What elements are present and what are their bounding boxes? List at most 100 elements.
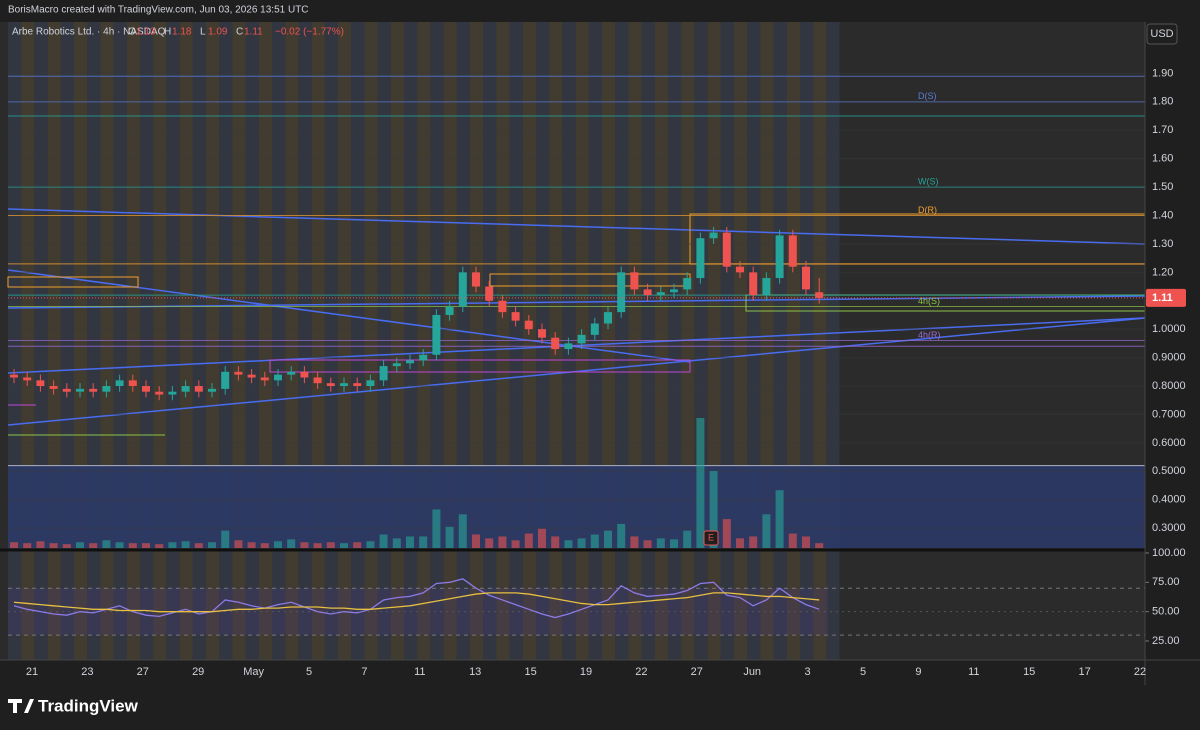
volume-bar <box>181 541 190 548</box>
earnings-marker: E <box>708 532 714 542</box>
volume-bar <box>419 536 428 548</box>
candle-body <box>300 371 309 378</box>
candle-body <box>274 374 282 381</box>
volume-bar <box>472 534 480 548</box>
volume-bar <box>300 542 309 548</box>
candle-body <box>23 377 32 381</box>
currency[interactable]: USD <box>1150 28 1173 40</box>
x-tick-label: 9 <box>915 666 921 678</box>
candle-body <box>340 383 348 387</box>
zone-box <box>269 359 691 373</box>
volume-bar <box>749 536 758 548</box>
candle-body <box>524 320 533 330</box>
volume-bar <box>168 542 177 548</box>
volume-bar <box>775 490 784 548</box>
y-tick-label: 1.0000 <box>1152 323 1186 335</box>
candle-body <box>49 386 58 389</box>
candle-body <box>551 337 560 350</box>
y-tick-label: 0.6000 <box>1152 437 1186 449</box>
candle-body <box>630 272 639 290</box>
candle-body <box>604 312 612 324</box>
ohlc-value: 1.11 <box>244 27 263 38</box>
candle-body <box>788 235 797 267</box>
candle-body <box>815 292 824 298</box>
volume-bar <box>722 519 731 548</box>
volume-bar <box>287 539 296 548</box>
y-tick-label: 1.40 <box>1152 209 1173 221</box>
volume-bar <box>696 418 705 548</box>
candle-body <box>709 232 718 239</box>
candle-body <box>406 360 414 364</box>
candle-body <box>670 289 678 293</box>
volume-bar <box>247 542 256 548</box>
x-tick-label: 11 <box>414 666 425 678</box>
candle-body <box>313 377 322 384</box>
volume-bar <box>379 534 388 548</box>
y-tick-label: 1.70 <box>1152 124 1173 136</box>
candle-body <box>564 343 573 350</box>
y-tick-label: 0.4000 <box>1152 494 1186 506</box>
y-tick-label: 0.8000 <box>1152 380 1186 392</box>
header: BorisMacro created with TradingView.com,… <box>8 5 309 16</box>
volume-bar <box>392 538 401 548</box>
volume-bar <box>62 544 71 548</box>
volume-bar <box>538 528 546 548</box>
last-price-badge <box>1146 288 1186 307</box>
x-tick-label: 13 <box>469 666 481 678</box>
volume-bar <box>128 543 137 548</box>
volume-bar <box>366 541 375 548</box>
x-tick-label: 27 <box>691 666 703 678</box>
x-tick-label: 5 <box>860 666 866 678</box>
candle-body <box>696 238 705 279</box>
level-label: D(R) <box>918 205 937 215</box>
volume-bar <box>524 533 533 548</box>
x-tick-label: 15 <box>524 666 536 678</box>
volume-bar <box>36 541 45 548</box>
level-label: 4h(S) <box>918 296 940 306</box>
x-tick-label: May <box>243 666 264 678</box>
volume-bar <box>485 538 494 548</box>
y-tick-label: 1.80 <box>1152 96 1173 108</box>
symbol: Arbe Robotics Ltd. · 4h · NASDAQ <box>12 27 166 38</box>
candle-body <box>432 314 441 355</box>
candle-body <box>379 366 388 381</box>
y-tick-label: 0.9000 <box>1152 352 1186 364</box>
ohlc-key: C <box>236 27 243 38</box>
candle-body <box>511 312 520 321</box>
candle-body <box>590 323 599 335</box>
candle-body <box>234 371 243 375</box>
x-tick-label: 7 <box>361 666 367 678</box>
volume-bar <box>498 536 507 548</box>
candle-body <box>36 380 45 387</box>
x-tick-label: 11 <box>968 666 979 678</box>
y-tick-label: 1.20 <box>1152 266 1173 278</box>
volume-bar <box>656 538 665 548</box>
volume-bar <box>115 542 124 548</box>
candle-body <box>208 388 216 392</box>
candle-body <box>577 334 586 344</box>
candle-body <box>76 388 84 392</box>
x-tick-label: 19 <box>580 666 592 678</box>
y-tick-label: 1.60 <box>1152 153 1173 165</box>
volume-bar <box>709 470 718 548</box>
ohlc-value: 1.13 <box>136 27 156 38</box>
x-tick-label: 29 <box>192 666 204 678</box>
zone-box <box>7 276 139 288</box>
volume-bar <box>76 542 84 548</box>
candle-body <box>62 388 71 392</box>
y-tick-label: 0.7000 <box>1152 408 1186 420</box>
volume-bar <box>142 543 150 548</box>
ohlc-value: 1.18 <box>172 27 192 38</box>
volume-bar <box>340 543 348 548</box>
volume-bar <box>815 543 824 548</box>
volume-bar <box>564 540 573 548</box>
earnings-box <box>703 530 719 546</box>
candle-body <box>194 386 203 392</box>
logo-text: TradingView <box>38 696 139 715</box>
volume-bar <box>155 544 164 548</box>
currency-box[interactable] <box>1146 23 1178 45</box>
volume-bar <box>551 536 560 548</box>
y-tick-label: 1.50 <box>1152 181 1173 193</box>
